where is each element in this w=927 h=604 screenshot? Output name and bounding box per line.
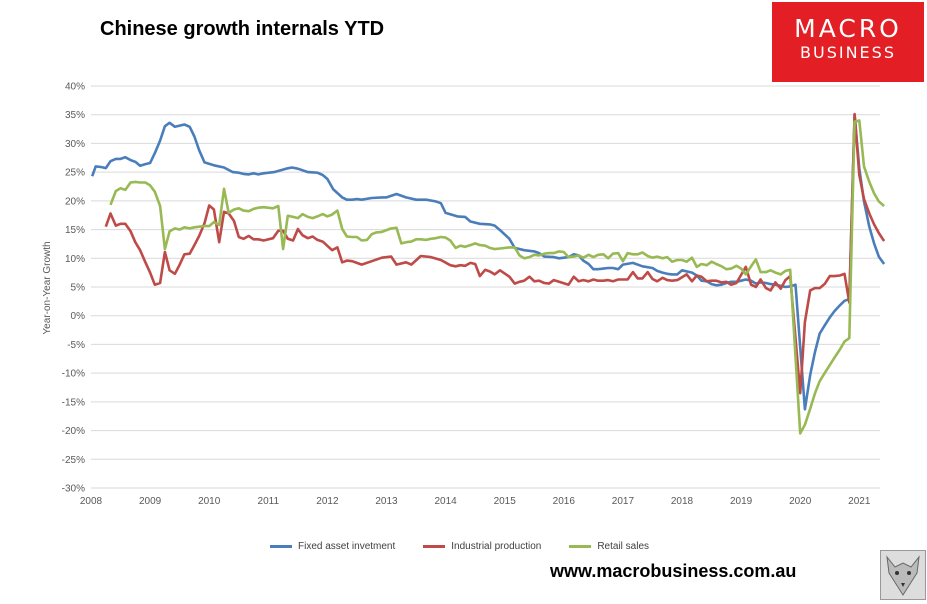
fox-emblem (880, 550, 926, 600)
y-tick-label: 20% (65, 196, 85, 207)
series-line-fixed-asset-invetment (90, 113, 886, 411)
y-tick-label: 10% (65, 254, 85, 265)
chart-title: Chinese growth internals YTD (100, 18, 385, 40)
gridlines (91, 85, 880, 489)
legend-swatch (569, 545, 592, 548)
logo-line-1: MACRO (794, 14, 902, 43)
legend-item: Retail sales (569, 541, 649, 552)
y-tick-label: 25% (65, 168, 85, 179)
y-axis-label: Year-on-Year Growth (42, 241, 53, 334)
y-axis-ticks: 40% 35% 30% 25% 20% 15% 10% 5% 0% -5% -10% -15% -20%… (62, 82, 85, 495)
y-tick-label: 0% (71, 311, 86, 322)
website-url: www.macrobusiness.com.au (550, 561, 797, 581)
line-chart: 40% 35% 30% 25% 20% 15% 10% 5% 0% -5% -10% -15% -20%… (42, 82, 886, 507)
legend-label: Retail sales (597, 541, 650, 552)
y-tick-label: -30% (62, 484, 85, 495)
x-tick-label: 2016 (553, 496, 576, 507)
macrobusiness-logo: MACRO BUSINESS (772, 2, 924, 82)
x-tick-label: 2015 (494, 496, 517, 507)
series-lines (90, 112, 886, 435)
x-tick-label: 2018 (671, 496, 694, 507)
y-tick-label: -20% (62, 426, 85, 437)
series-line-industrial-production (104, 112, 886, 395)
y-tick-label: 15% (65, 225, 85, 236)
x-tick-label: 2010 (198, 496, 221, 507)
legend-item: Fixed asset invetment (270, 541, 395, 552)
y-tick-label: 40% (65, 82, 85, 93)
x-tick-label: 2013 (375, 496, 398, 507)
y-tick-label: 5% (71, 283, 86, 294)
legend-swatch (423, 545, 446, 548)
x-axis-ticks: 2008 2009 2010 2011 2012 2013 2014 2015 2016 2017… (80, 496, 871, 507)
x-tick-label: 2020 (789, 496, 812, 507)
x-tick-label: 2011 (258, 496, 280, 507)
legend-label: Industrial production (451, 541, 542, 552)
legend-label: Fixed asset invetment (298, 541, 396, 552)
y-tick-label: 30% (65, 139, 85, 150)
x-tick-label: 2017 (612, 496, 635, 507)
x-tick-label: 2021 (848, 496, 871, 507)
y-tick-label: -15% (62, 397, 85, 408)
legend-item: Industrial production (423, 541, 541, 552)
logo-line-2: BUSINESS (800, 43, 896, 62)
y-tick-label: -5% (67, 340, 85, 351)
legend: Fixed asset invetment Industrial producti… (270, 541, 649, 552)
x-tick-label: 2019 (730, 496, 753, 507)
series-line-retail-sales (109, 119, 885, 435)
y-tick-label: 35% (65, 110, 85, 121)
x-tick-label: 2009 (139, 496, 162, 507)
y-tick-label: -25% (62, 455, 85, 466)
y-tick-label: -10% (62, 369, 85, 380)
x-tick-label: 2012 (316, 496, 339, 507)
x-tick-label: 2014 (434, 496, 457, 507)
x-tick-label: 2008 (80, 496, 103, 507)
legend-swatch (270, 545, 292, 548)
